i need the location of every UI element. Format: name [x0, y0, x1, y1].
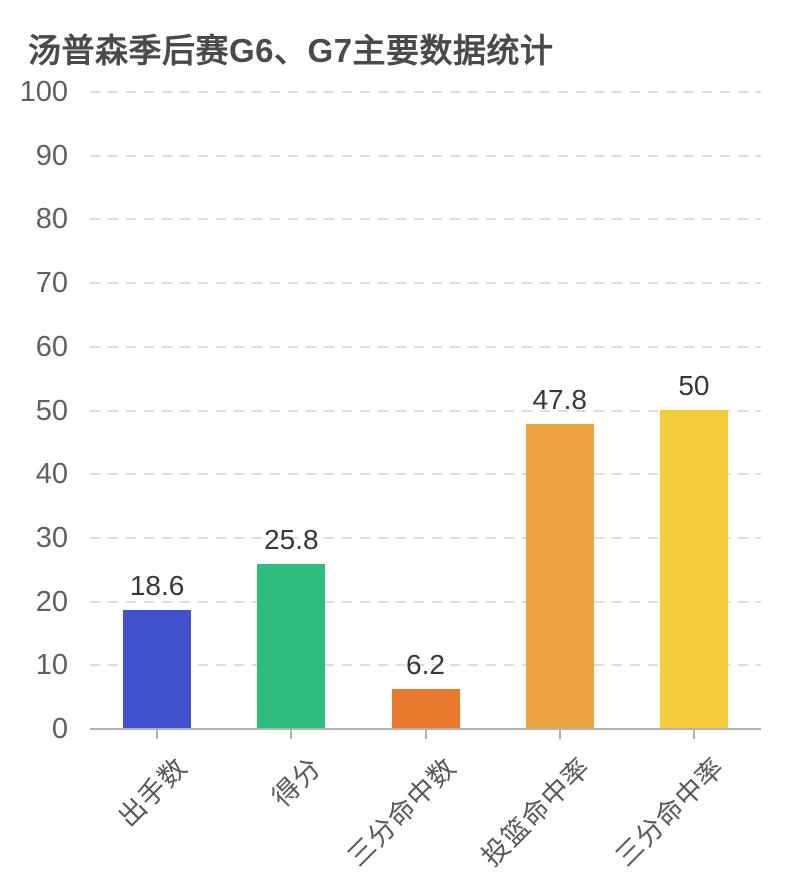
x-axis-tick [290, 729, 293, 739]
bar-value-label: 18.6 [129, 569, 185, 601]
bar[interactable] [123, 609, 192, 728]
bar-value-label: 6.2 [406, 648, 445, 680]
bar[interactable] [659, 409, 728, 728]
y-axis-tick-label: 90 [35, 139, 68, 172]
x-axis-category-label: 投篮命中率 [475, 751, 596, 873]
bar-value-label: 25.8 [264, 523, 319, 555]
bar[interactable] [391, 688, 460, 728]
x-axis-tick [692, 729, 695, 739]
x-axis-category-label: 得分 [266, 751, 328, 813]
gridline [90, 473, 761, 476]
x-axis-tick [156, 729, 159, 739]
y-axis-tick-label: 80 [35, 203, 68, 236]
gridline [90, 218, 761, 221]
gridline [90, 91, 761, 93]
gridline [90, 282, 761, 285]
bar-value-label: 47.8 [532, 383, 587, 415]
x-axis-category-label: 出手数 [112, 751, 194, 833]
bar-value-label: 50 [678, 369, 710, 401]
gridline [90, 409, 761, 412]
x-axis-line [90, 728, 761, 730]
gridline [90, 536, 761, 539]
gridline [90, 154, 761, 157]
y-axis-tick-label: 50 [35, 394, 68, 427]
chart-title: 汤普森季后赛G6、G7主要数据统计 [28, 32, 554, 69]
y-axis-tick-label: 20 [35, 585, 68, 618]
y-axis-tick-label: 60 [35, 330, 68, 363]
bar[interactable] [525, 423, 594, 728]
y-axis-tick-label: 0 [51, 713, 68, 745]
x-axis-category-label: 三分命中数 [341, 751, 462, 873]
gridline [90, 664, 761, 667]
gridline [90, 600, 761, 603]
y-axis-tick-label: 30 [35, 521, 68, 554]
x-axis-tick [558, 729, 561, 739]
x-axis-category-label: 三分命中率 [609, 751, 731, 873]
y-axis-tick-label: 100 [19, 76, 68, 108]
y-axis-tick-label: 70 [35, 267, 68, 300]
bar[interactable] [257, 563, 326, 728]
y-axis-tick-label: 10 [35, 649, 68, 682]
y-axis-tick-label: 40 [35, 458, 68, 491]
gridline [90, 345, 761, 348]
x-axis-tick [424, 729, 427, 739]
